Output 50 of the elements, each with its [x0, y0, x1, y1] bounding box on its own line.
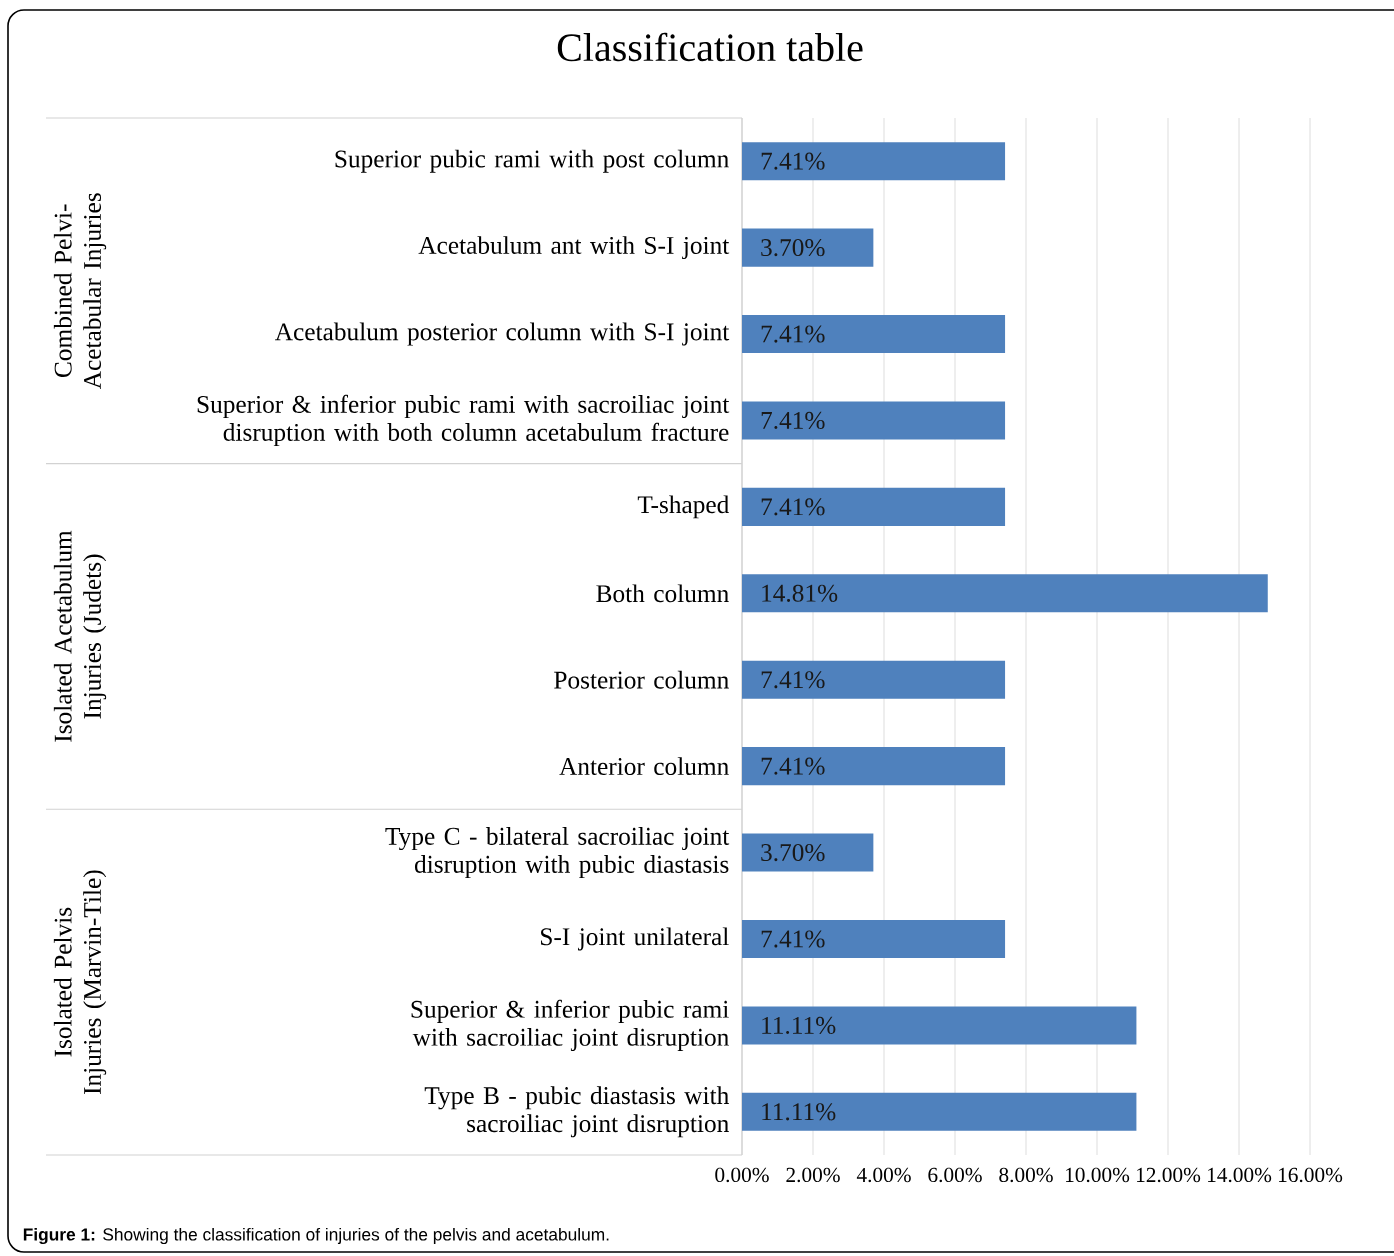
y-tick-label: Both column	[596, 584, 729, 603]
text: Isolated Pelvis Injuries (Marvin-Tile)	[53, 870, 107, 1095]
data-label: 7.41%	[761, 757, 825, 775]
x-tick-label: 8.00%	[999, 1167, 1053, 1183]
y-tick-label: Type C - bilateral sacroiliac joint disruption with pubic diastasis	[385, 827, 730, 879]
y-tick-label: Anterior column	[559, 757, 729, 776]
bar	[742, 660, 1006, 699]
bar	[742, 747, 1006, 786]
bar	[742, 228, 874, 267]
x-tick-label: 12.00%	[1137, 1167, 1201, 1183]
bar	[742, 833, 874, 872]
x-tick-label: 6.00%	[928, 1167, 982, 1183]
x-tick-label: 4.00%	[856, 1167, 911, 1183]
bar	[742, 574, 1268, 613]
x-tick-label: 14.00%	[1208, 1167, 1272, 1183]
data-label: 7.41%	[761, 498, 825, 516]
x-tick-label: 2.00%	[786, 1167, 840, 1183]
y-tick-label: Acetabulum ant with S-I joint	[418, 236, 730, 260]
text: Combined Pelvi-Acetabular Injuries	[53, 193, 107, 390]
y-tick-label: Superior & inferior pubic rami with sacroiliac joint disruption with both column acetabulum fracture	[197, 394, 730, 447]
bar	[742, 919, 1006, 958]
y-tick-label: Type B - pubic diastasis with sacroiliac joint disruption	[424, 1086, 729, 1138]
data-label: 7.41%	[761, 411, 825, 430]
data-label: 3.70%	[761, 239, 825, 257]
y-tick-label: T-shaped	[637, 495, 730, 519]
bar	[742, 142, 1006, 181]
x-tick-label: 0.00%	[715, 1167, 769, 1183]
data-label: 7.41%	[761, 671, 825, 689]
y-tick-label: Acetabulum posterior column with S-I joint	[275, 322, 730, 346]
y-tick-label: Superior pubic rami with post column	[335, 149, 729, 173]
y-tick-label: S-I joint unilateral	[541, 927, 729, 951]
data-label: 7.41%	[761, 930, 825, 948]
chart-title: Classification table	[557, 32, 863, 62]
y-tick-label: Posterior column	[554, 670, 729, 689]
bar	[742, 487, 1006, 526]
bar	[742, 1006, 1137, 1045]
x-tick-label: 10.00%	[1066, 1167, 1130, 1183]
data-label: 7.41%	[761, 325, 825, 343]
data-label: 7.41%	[761, 152, 825, 170]
bar	[742, 401, 1006, 440]
bar	[742, 315, 1006, 354]
text: Figure 1: Showing the classification of injuries of the pelvis and acetabulum.	[23, 1227, 609, 1245]
bar	[742, 1092, 1137, 1131]
y-tick-label: Superior & inferior pubic rami with sacroiliac joint disruption	[411, 999, 729, 1051]
x-tick-label: 16.00%	[1279, 1167, 1343, 1183]
data-label: 14.81%	[762, 584, 838, 602]
data-label: 11.11%	[762, 1103, 836, 1121]
text: Isolated Acetabulum Injuries (Judets)	[53, 530, 107, 742]
data-label: 11.11%	[762, 1016, 836, 1034]
data-label: 3.70%	[761, 843, 825, 862]
